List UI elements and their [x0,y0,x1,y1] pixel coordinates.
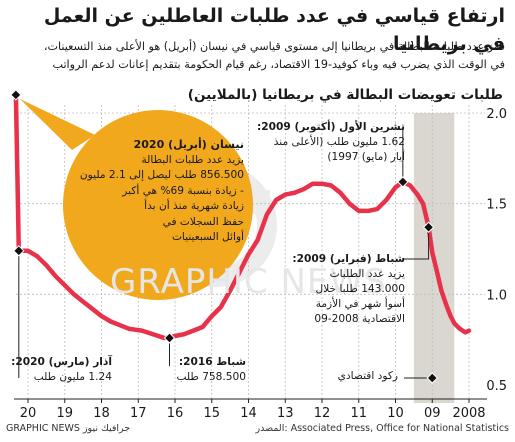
source-note: المصدر: Associated Press, Office for Nat… [255,423,510,434]
claims-series-line [13,92,472,341]
annotation-feb2009-head: شباط (فبراير) 2009: [292,253,405,265]
claims-line [13,92,472,341]
marker-feb2009 [422,221,435,233]
marker-recession [426,372,438,384]
x-tick-label: 19 [56,406,73,421]
x-tick-label: 13 [277,406,294,421]
annotation-apr2020-line: أوائل السبعينيات [171,231,244,243]
marker-apr2020 [10,89,22,101]
annotation-apr2020-line: - زيادة بنسبة 69% هي أكبر [122,184,244,197]
x-tick-label: 14 [240,406,257,421]
annotation-oct2009: تشرين الأول (أكتوبر) 2009: 1.62 مليون طل… [257,120,405,165]
page-title: ارتفاع قياسي في عدد طلبات العاطلين عن ال… [43,5,505,55]
annotation-apr2020-line: 856.500 طلب ليصل إلى 2.1 مليون [79,169,244,181]
annotation-feb2009-line: أسوأ شهر في الأزمة [315,298,405,310]
watermark-text: GRAPHIC NEWS [110,262,387,302]
x-tick-label: 11 [350,406,367,421]
x-tick-label: 10 [387,406,404,421]
chart-subtitle: طلبات تعويضات البطالة في بريطانيا (بالمل… [187,87,503,103]
annotation-apr2020-line: يزيد عدد طلبات البطالة [141,153,244,166]
x-tick-label: 15 [203,406,220,421]
x-tick-label: 18 [93,406,110,421]
annotation-mar2020-head: آذار (مارس) 2020: [11,356,112,368]
annotation-apr2020-line: حفظ السجلات في [162,215,244,228]
x-tick-label: 09 [424,406,441,421]
annotation-mar2020: آذار (مارس) 2020: 1.24 مليون طلب [11,355,112,385]
annotation-bubble-pointer [19,98,96,150]
x-tick-label: 2008 [452,406,485,421]
annotation-apr2020-head: نيسان (أبريل) 2020 [133,138,244,151]
annotation-feb2009-line: يزيد عدد الطلبات [329,268,405,280]
annotation-feb2016-line: 758.500 طلب [176,371,246,383]
annotation-apr2020: نيسان (أبريل) 2020 يزيد عدد طلبات البطال… [70,137,244,246]
marker-oct2009 [397,176,409,188]
graphic-credit: GRAPHIC NEWS جرافيك نيوز [6,423,131,434]
x-tick-label: 16 [167,406,184,421]
marker-feb2016 [163,332,176,344]
y-tick-label: 1.5 [486,198,507,213]
annotation-bubble [19,98,253,300]
y-tick-label: 1.0 [486,288,507,303]
x-tick-label: 20 [20,406,37,421]
y-tick-label: 2.0 [486,107,507,122]
annotation-bubble-circle [63,110,253,300]
annotation-oct2009-line: 1.62 مليون طلب (الأعلى منذ [273,136,405,148]
annotation-markers [10,89,438,384]
annotation-mar2020-line: 1.24 مليون طلب [33,371,112,383]
annotation-oct2009-head: تشرين الأول (أكتوبر) 2009: [257,121,405,133]
recession-label: ركود اقتصادي [337,370,398,382]
intro-line-1: قفز عدد طلبات البطالة في بريطانيا إلى مس… [43,40,505,53]
annotation-feb2009: شباط (فبراير) 2009: يزيد عدد الطلبات 143… [292,252,405,327]
annotation-feb2016: شباط 2016: 758.500 طلب [176,355,246,385]
leader-feb2009 [404,227,430,260]
leader-oct2009 [402,126,404,182]
intro-line-2: في الوقت الذي يضرب فيه وباء كوفيد-19 الا… [52,58,505,71]
y-tick-label: 0.5 [486,379,507,394]
annotation-feb2016-head: شباط 2016: [178,356,246,368]
marker-mar2020 [13,245,25,257]
annotation-feb2009-line: 143.000 طلبا خلال [315,283,405,295]
annotation-apr2020-line: زيادة شهرية منذ أن بدأ [144,200,244,212]
annotation-oct2009-line: أيار (مايو) 1997) [327,151,405,163]
x-tick-label: 12 [314,406,331,421]
annotation-feb2009-line: الاقتصادية 2008-09 [314,313,405,325]
x-tick-label: 17 [130,406,147,421]
